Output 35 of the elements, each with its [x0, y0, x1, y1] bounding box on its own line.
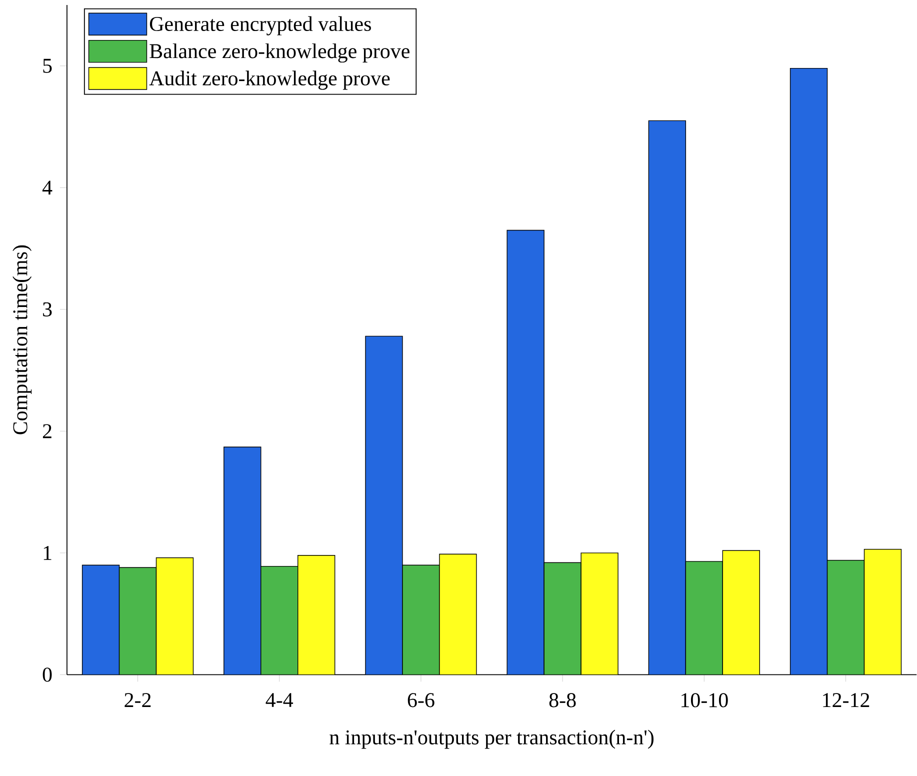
- x-tick-label: 4-4: [266, 693, 294, 708]
- y-tick-label: 1: [44, 546, 52, 560]
- bar: [402, 564, 440, 675]
- bar: [790, 68, 828, 675]
- x-tick-label: 6-6: [408, 693, 434, 708]
- x-tick-label: 2-2: [124, 693, 151, 708]
- bar: [365, 336, 403, 675]
- bar: [156, 558, 194, 675]
- bar: [864, 549, 902, 675]
- legend-label: Audit zero-knowledge prove: [149, 70, 390, 90]
- bar: [722, 550, 760, 675]
- bar: [260, 566, 298, 675]
- bar: [648, 120, 686, 675]
- bar: [224, 446, 262, 675]
- x-tick-label: 10-10: [682, 693, 728, 708]
- y-tick-label: 3: [43, 302, 52, 317]
- bar: [826, 560, 865, 675]
- x-tick-label: 12-12: [823, 693, 870, 708]
- y-tick-label: 2: [42, 424, 52, 438]
- bar: [685, 561, 724, 675]
- y-tick-label: 4: [42, 180, 52, 195]
- x-tick-label: 8-8: [549, 693, 576, 708]
- y-axis-title: Computation time(ms): [12, 246, 32, 434]
- bar: [580, 552, 618, 675]
- legend-label: Generate encrypted values: [150, 16, 371, 36]
- bar: [82, 564, 120, 675]
- bar: [506, 230, 544, 675]
- bar: [118, 567, 157, 675]
- x-axis-title: n inputs-n'outputs per transaction(n-n'): [330, 730, 654, 749]
- y-tick-label: 5: [43, 59, 52, 74]
- y-tick-label: 0: [42, 668, 52, 682]
- bar: [544, 562, 582, 675]
- bar: [298, 555, 336, 675]
- legend-label: Balance zero-knowledge prove: [150, 44, 410, 63]
- bar: [439, 554, 477, 675]
